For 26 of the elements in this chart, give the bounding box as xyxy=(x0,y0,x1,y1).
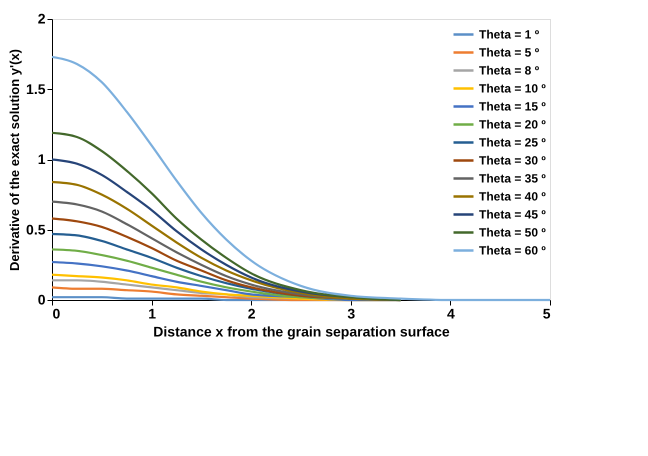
y-tick-label: 0 xyxy=(38,292,46,308)
x-axis-title: Distance x from the grain separation surface xyxy=(153,324,450,340)
x-tick-label: 1 xyxy=(148,306,156,322)
legend-label: Theta = 30 º xyxy=(479,154,546,168)
y-axis-title: Derivative of the exact solution y'(x) xyxy=(7,49,22,271)
legend-label: Theta = 1 º xyxy=(479,28,540,42)
x-tick-label: 2 xyxy=(248,306,256,322)
legend-label: Theta = 25 º xyxy=(479,136,546,150)
y-tick-label: 2 xyxy=(38,10,46,26)
x-tick-label: 0 xyxy=(52,306,60,322)
legend-label: Theta = 50 º xyxy=(479,226,546,240)
legend-label: Theta = 10 º xyxy=(479,82,546,96)
legend-label: Theta = 60 º xyxy=(479,244,546,258)
legend-label: Theta = 35 º xyxy=(479,172,546,186)
y-tick-label: 0.5 xyxy=(26,221,46,238)
x-tick-label: 4 xyxy=(447,306,455,322)
x-tick-label: 5 xyxy=(542,306,551,322)
legend-label: Theta = 15 º xyxy=(479,100,546,114)
legend-label: Theta = 5 º xyxy=(479,46,540,60)
legend-label: Theta = 40 º xyxy=(479,190,546,204)
y-tick-label: 1.5 xyxy=(26,80,46,97)
x-tick-label: 3 xyxy=(347,306,356,322)
legend-label: Theta = 8 º xyxy=(479,64,540,78)
legend-label: Theta = 20 º xyxy=(479,118,546,132)
y-tick-label: 1 xyxy=(38,151,46,167)
legend-label: Theta = 45 º xyxy=(479,208,546,222)
